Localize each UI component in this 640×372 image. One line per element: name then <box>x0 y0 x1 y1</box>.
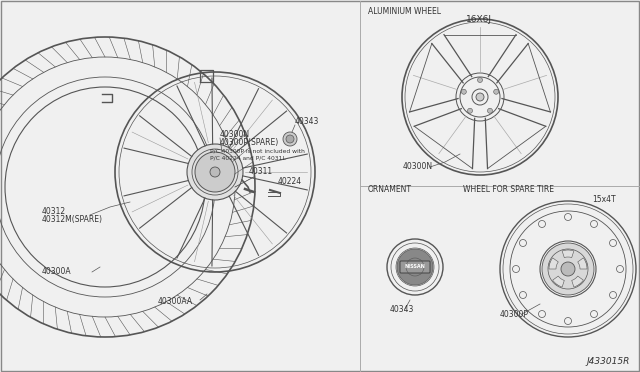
Wedge shape <box>552 276 564 287</box>
Circle shape <box>556 279 561 285</box>
Text: P/C 40300P is not included with: P/C 40300P is not included with <box>210 148 305 153</box>
Circle shape <box>476 93 484 101</box>
Text: 40343: 40343 <box>295 117 319 126</box>
Circle shape <box>550 261 556 267</box>
Circle shape <box>565 250 571 256</box>
Text: NISSAN: NISSAN <box>404 264 426 269</box>
Circle shape <box>187 144 243 200</box>
Circle shape <box>542 243 594 295</box>
Text: ALUMINIUM WHEEL: ALUMINIUM WHEEL <box>368 7 441 16</box>
Circle shape <box>286 135 294 143</box>
Text: 40343: 40343 <box>390 305 414 314</box>
Text: ORNAMENT: ORNAMENT <box>368 185 412 194</box>
Circle shape <box>461 89 467 94</box>
Text: 16X6J: 16X6J <box>466 15 492 24</box>
Text: J433015R: J433015R <box>587 357 630 366</box>
Text: 40300A: 40300A <box>42 267 72 276</box>
Text: WHEEL FOR SPARE TIRE: WHEEL FOR SPARE TIRE <box>463 185 554 194</box>
Wedge shape <box>578 258 587 269</box>
Circle shape <box>210 167 220 177</box>
Circle shape <box>561 262 575 276</box>
Circle shape <box>488 108 493 113</box>
Text: 40311: 40311 <box>249 167 273 176</box>
Text: 40312: 40312 <box>42 207 66 216</box>
Circle shape <box>195 152 235 192</box>
Circle shape <box>493 89 499 94</box>
Text: 40300N: 40300N <box>220 130 250 139</box>
Circle shape <box>477 77 483 83</box>
FancyBboxPatch shape <box>400 261 430 273</box>
Text: 40224: 40224 <box>278 177 302 186</box>
Text: P/C 40224 and P/C 4031L: P/C 40224 and P/C 4031L <box>210 155 285 160</box>
Circle shape <box>575 279 580 285</box>
Circle shape <box>397 249 433 285</box>
Text: 40300P(SPARE): 40300P(SPARE) <box>220 138 279 147</box>
Text: 15x4T: 15x4T <box>592 195 616 204</box>
Text: 40300P: 40300P <box>500 310 529 319</box>
Circle shape <box>580 261 586 267</box>
Wedge shape <box>549 258 558 269</box>
Text: 40312M(SPARE): 40312M(SPARE) <box>42 215 103 224</box>
Wedge shape <box>562 250 574 257</box>
Wedge shape <box>572 276 584 287</box>
Circle shape <box>283 132 297 146</box>
Text: 40300AA: 40300AA <box>157 297 193 306</box>
Circle shape <box>467 108 472 113</box>
Text: 40300N: 40300N <box>403 162 433 171</box>
